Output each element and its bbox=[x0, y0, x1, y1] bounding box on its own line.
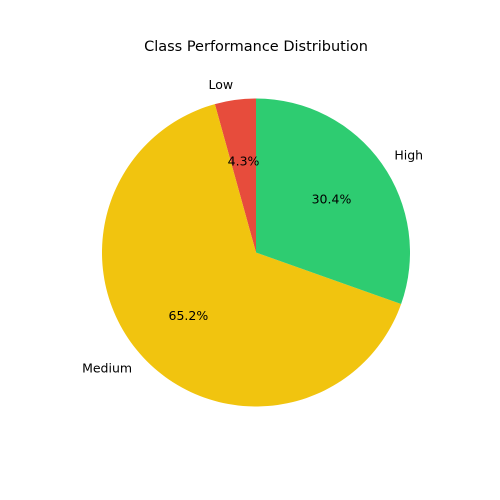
chart-title: Class Performance Distribution bbox=[144, 39, 368, 55]
pie-slice-high bbox=[256, 98, 410, 305]
slice-percent-high: 30.4% bbox=[312, 192, 352, 207]
pie-slice-low bbox=[214, 98, 256, 253]
slice-percent-low: 4.3% bbox=[228, 153, 260, 168]
slice-label-medium: Medium bbox=[82, 360, 132, 375]
pie-slices bbox=[101, 98, 410, 407]
slice-label-high: High bbox=[394, 147, 423, 162]
pie-labels: Low 4.3% Medium 65.2% High 30.4% bbox=[82, 77, 423, 375]
pie-slice-medium bbox=[101, 104, 402, 407]
slice-percent-medium: 65.2% bbox=[169, 308, 209, 323]
slice-label-low: Low bbox=[209, 77, 234, 92]
